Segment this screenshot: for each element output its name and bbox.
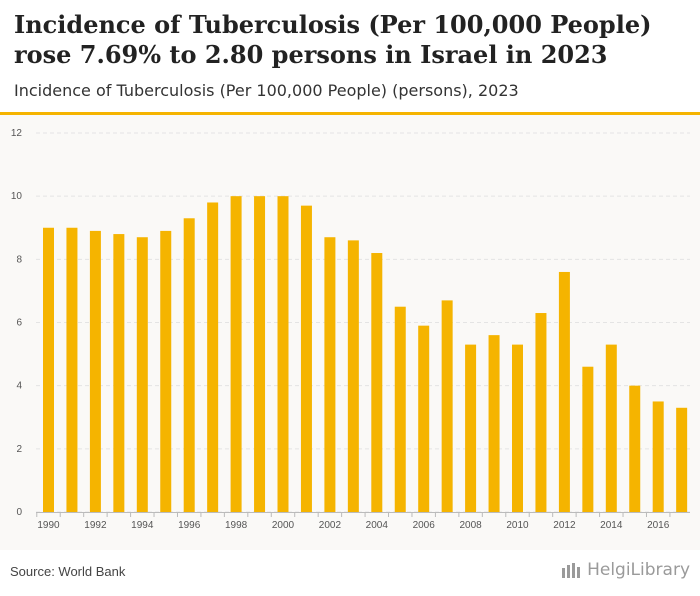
bar-1998 <box>230 196 242 512</box>
x-tick-label: 2010 <box>506 520 529 531</box>
x-tick-label: 2004 <box>366 520 389 531</box>
bar-1995 <box>160 230 172 512</box>
bar-2010 <box>512 344 523 512</box>
bar-1991 <box>66 227 78 512</box>
x-tick-label: 2016 <box>647 520 670 531</box>
y-tick-label: 10 <box>11 191 23 202</box>
bar-2017 <box>676 407 688 512</box>
y-tick-label: 2 <box>16 444 22 455</box>
chart-subtitle: Incidence of Tuberculosis (Per 100,000 P… <box>14 81 519 100</box>
x-tick-label: 1990 <box>37 520 60 531</box>
bar-2001 <box>300 205 312 512</box>
bar-2006 <box>418 325 430 512</box>
source-text: Source: World Bank <box>10 564 126 579</box>
bar-2003 <box>347 240 359 512</box>
bar-2008 <box>465 344 477 512</box>
bar-1993 <box>113 234 125 513</box>
bar-2012 <box>558 271 570 512</box>
y-tick-label: 0 <box>16 507 22 518</box>
bar-1999 <box>254 196 266 512</box>
bar-2000 <box>277 196 289 512</box>
x-tick-label: 2014 <box>600 520 623 531</box>
bar-2014 <box>605 344 617 512</box>
bar-2011 <box>535 313 547 512</box>
bar-1992 <box>89 230 101 512</box>
bar-2002 <box>324 237 336 512</box>
brand-name: HelgiLibrary <box>587 560 690 580</box>
library-icon <box>562 563 581 578</box>
y-tick-label: 4 <box>16 381 22 392</box>
bar-1996 <box>183 218 195 512</box>
x-tick-label: 2012 <box>553 520 576 531</box>
bar-2004 <box>371 253 383 512</box>
y-tick-label: 12 <box>11 128 23 139</box>
x-tick-label: 2000 <box>272 520 295 531</box>
x-tick-label: 1994 <box>131 520 154 531</box>
bar-1997 <box>207 202 219 512</box>
bar-2009 <box>488 335 500 512</box>
x-tick-label: 2002 <box>319 520 342 531</box>
x-tick-label: 1992 <box>84 520 107 531</box>
y-tick-label: 8 <box>16 254 22 265</box>
page-title: Incidence of Tuberculosis (Per 100,000 P… <box>14 10 652 69</box>
bar-2015 <box>629 385 641 512</box>
accent-rule <box>0 112 700 115</box>
y-tick-label: 6 <box>16 318 22 329</box>
bar-2005 <box>394 306 406 512</box>
bar-2016 <box>652 401 664 512</box>
x-tick-label: 2008 <box>459 520 482 531</box>
bar-chart: 0 2 4 6 8 10 12 1990 1992 1994 1996 1998 2000 2002 200… <box>11 128 690 531</box>
x-tick-label: 1996 <box>178 520 201 531</box>
x-tick-label: 2006 <box>413 520 436 531</box>
bar-1990 <box>43 227 54 512</box>
bar-2013 <box>582 366 594 512</box>
x-tick-label: 1998 <box>225 520 248 531</box>
bar-1994 <box>136 237 148 512</box>
brand-logo[interactable]: HelgiLibrary <box>561 560 690 580</box>
bar-2007 <box>441 300 453 512</box>
